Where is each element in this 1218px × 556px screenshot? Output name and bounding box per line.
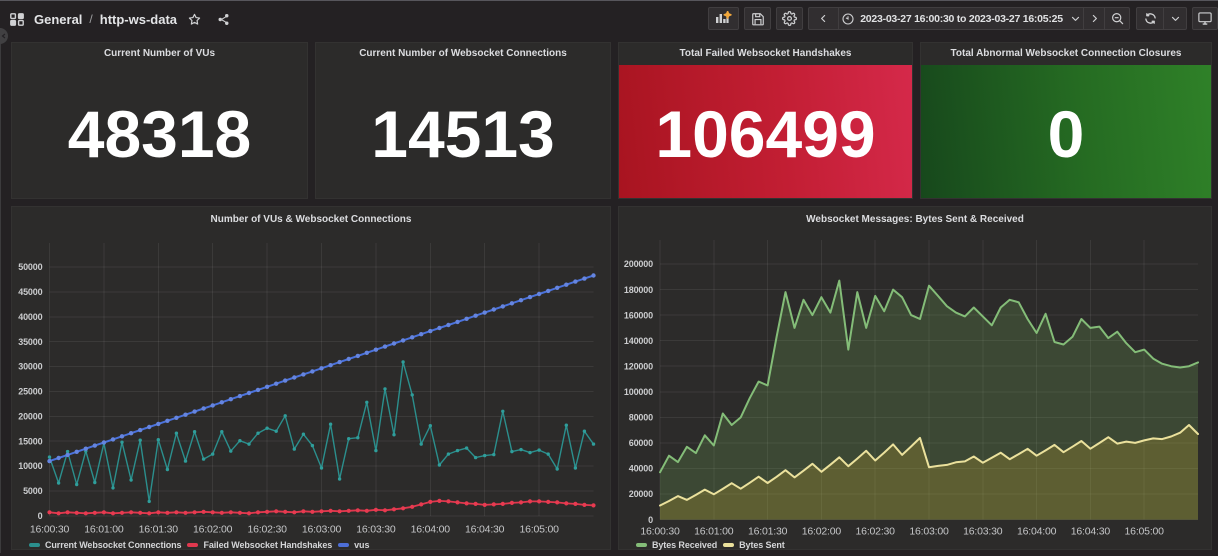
svg-text:40000: 40000	[629, 464, 653, 474]
svg-text:10000: 10000	[18, 461, 42, 471]
svg-text:120000: 120000	[624, 361, 653, 371]
svg-text:0: 0	[38, 511, 43, 521]
svg-text:100000: 100000	[624, 387, 653, 397]
svg-text:16:04:30: 16:04:30	[465, 523, 505, 535]
svg-text:16:01:00: 16:01:00	[84, 523, 124, 535]
svg-text:16:01:00: 16:01:00	[694, 526, 734, 538]
svg-text:16:02:00: 16:02:00	[193, 523, 233, 535]
svg-text:40000: 40000	[18, 312, 42, 322]
svg-text:16:04:00: 16:04:00	[411, 523, 451, 535]
svg-text:180000: 180000	[624, 285, 653, 295]
svg-text:200000: 200000	[624, 259, 653, 269]
svg-text:16:02:30: 16:02:30	[856, 526, 896, 538]
svg-text:16:05:00: 16:05:00	[1125, 526, 1165, 538]
svg-text:140000: 140000	[624, 336, 653, 346]
svg-text:16:02:00: 16:02:00	[802, 526, 842, 538]
svg-text:80000: 80000	[629, 413, 653, 423]
svg-text:16:00:30: 16:00:30	[30, 523, 70, 535]
svg-text:16:03:00: 16:03:00	[302, 523, 342, 535]
svg-text:25000: 25000	[18, 387, 42, 397]
svg-text:60000: 60000	[629, 438, 653, 448]
svg-text:16:01:30: 16:01:30	[748, 526, 788, 538]
svg-text:16:02:30: 16:02:30	[247, 523, 287, 535]
svg-text:16:00:30: 16:00:30	[640, 526, 680, 538]
svg-text:16:03:00: 16:03:00	[909, 526, 949, 538]
svg-text:15000: 15000	[18, 436, 42, 446]
svg-text:0: 0	[648, 515, 653, 525]
svg-text:16:05:00: 16:05:00	[519, 523, 559, 535]
svg-text:35000: 35000	[18, 337, 42, 347]
svg-text:20000: 20000	[18, 412, 42, 422]
svg-text:16:01:30: 16:01:30	[139, 523, 179, 535]
svg-text:5000: 5000	[23, 486, 43, 496]
svg-text:45000: 45000	[18, 287, 42, 297]
svg-text:30000: 30000	[18, 362, 42, 372]
svg-text:16:04:30: 16:04:30	[1071, 526, 1111, 538]
svg-text:160000: 160000	[624, 310, 653, 320]
svg-text:20000: 20000	[629, 489, 653, 499]
svg-text:16:03:30: 16:03:30	[963, 526, 1003, 538]
svg-text:50000: 50000	[18, 262, 42, 272]
svg-text:16:04:00: 16:04:00	[1017, 526, 1057, 538]
svg-text:16:03:30: 16:03:30	[356, 523, 396, 535]
